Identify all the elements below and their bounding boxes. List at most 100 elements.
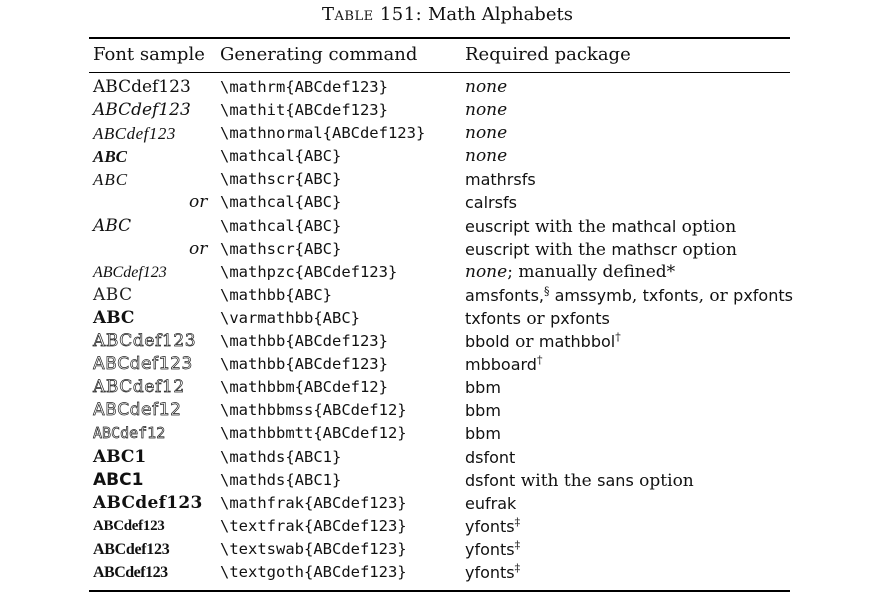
package-text: dsfont [465, 447, 516, 467]
package-text: option [676, 216, 737, 237]
required-package: mbboard† [465, 354, 542, 376]
required-package: mathrsfs [465, 169, 536, 191]
required-package: calrsfs [465, 192, 517, 214]
package-text: yfonts [465, 539, 515, 559]
font-sample: ABCdef12 [93, 424, 166, 443]
table-row: or \mathcal{ABC} calrsfs [0, 191, 895, 214]
generating-command: \mathds{ABC1} [220, 470, 342, 489]
package-text: bbold [465, 332, 510, 352]
table-row: ABCdef12 \mathbbmss{ABCdef12} bbm [0, 399, 895, 422]
table-row: or \mathscr{ABC} euscript with the maths… [0, 238, 895, 261]
table-row: ABCdef123 \textfrak{ABCdef123} yfonts‡ [0, 515, 895, 538]
required-package: none; manually defined* [465, 262, 675, 283]
generating-command: \mathscr{ABC} [220, 170, 342, 189]
table-row: ABCdef123 \mathbb{ABCdef123} bbold or ma… [0, 330, 895, 353]
package-text: or [520, 308, 551, 329]
package-text: yfonts [465, 516, 515, 536]
required-package: yfonts‡ [465, 539, 520, 561]
header-font-sample: Font sample [93, 44, 205, 65]
generating-command: \mathds{ABC1} [220, 447, 342, 466]
required-package: eufrak [465, 493, 516, 515]
required-package: yfonts‡ [465, 516, 520, 538]
top-rule [89, 37, 790, 39]
font-sample: ABCdef123 [93, 517, 165, 534]
or-label: or [189, 192, 208, 213]
font-sample: ABCdef12 [93, 400, 182, 421]
package-text: mathscr [611, 239, 677, 259]
package-text: sans [597, 470, 634, 490]
generating-command: \mathit{ABCdef123} [220, 101, 388, 120]
package-text: option [633, 470, 694, 491]
table-body: ABCdef123 \mathrm{ABCdef123} none ABCdef… [0, 76, 895, 584]
table-row: ABC \mathscr{ABC} mathrsfs [0, 168, 895, 191]
required-package: bbm [465, 423, 501, 445]
generating-command: \mathbb{ABC} [220, 285, 332, 304]
table-row: ABCdef123 \mathrm{ABCdef123} none [0, 76, 895, 99]
footnote-marker: ‡ [514, 561, 521, 575]
generating-command: \mathbbmtt{ABCdef12} [220, 424, 407, 443]
package-text: yfonts [465, 562, 515, 582]
table-row: ABC \mathcal{ABC} none [0, 145, 895, 168]
required-package: none [465, 100, 507, 121]
package-text: or [509, 332, 539, 353]
generating-command: \mathcal{ABC} [220, 193, 342, 212]
package-text: , or [698, 285, 734, 306]
required-package: dsfont [465, 447, 515, 469]
font-sample: ABCdef123 [93, 492, 203, 513]
font-sample: ABCdef123 [93, 100, 191, 121]
generating-command: \textgoth{ABCdef123} [220, 562, 407, 581]
required-package: dsfont with the sans option [465, 470, 694, 492]
package-text: none [465, 77, 508, 97]
table-row: ABCdef12 \mathbbm{ABCdef12} bbm [0, 376, 895, 399]
font-sample: ABCdef12 [93, 377, 185, 398]
generating-command: \textswab{ABCdef123} [220, 539, 407, 558]
required-package: amsfonts,§ amssymb, txfonts, or pxfonts [465, 285, 793, 307]
package-text: mathbbol [538, 332, 616, 352]
footnote-marker: † [615, 330, 621, 344]
required-package: euscript with the mathcal option [465, 216, 736, 238]
font-sample: ABCdef123 [93, 540, 170, 558]
font-sample: ABCdef123 [93, 563, 168, 581]
required-package: euscript with the mathscr option [465, 239, 737, 261]
generating-command: \varmathbb{ABC} [220, 308, 360, 327]
font-sample: ABCdef123 [93, 331, 197, 352]
required-package: txfonts or pxfonts [465, 308, 610, 330]
generating-command: \mathbb{ABCdef123} [220, 332, 388, 351]
package-text: eufrak [465, 493, 517, 513]
header-generating-command: Generating command [220, 44, 418, 65]
package-text: txfonts [465, 308, 521, 328]
table-row: ABCdef123 \mathit{ABCdef123} none [0, 99, 895, 122]
or-label: or [189, 238, 208, 259]
package-text: , [631, 285, 643, 306]
table-row: ABC1 \mathds{ABC1} dsfont with the sans … [0, 469, 895, 492]
generating-command: \mathnormal{ABCdef123} [220, 124, 426, 143]
footnote-marker: † [536, 353, 543, 367]
footnote-marker: § [543, 284, 550, 298]
package-text: ; manually defined* [507, 261, 676, 282]
package-text: none [465, 261, 508, 282]
generating-command: \mathrm{ABCdef123} [220, 78, 388, 96]
required-package: bbold or mathbbol† [465, 331, 621, 353]
font-sample: ABC [93, 284, 133, 305]
package-text: dsfont [465, 470, 516, 490]
required-package: none [465, 146, 507, 167]
package-text: mbboard [465, 355, 537, 375]
table-row: ABCdef123 \textswab{ABCdef123} yfonts‡ [0, 538, 895, 561]
footnote-marker: ‡ [514, 515, 521, 529]
generating-command: \mathcal{ABC} [220, 147, 342, 166]
table-row: ABCdef123 \mathfrak{ABCdef123} eufrak [0, 492, 895, 515]
table-row: ABCdef12 \mathbbmtt{ABCdef12} bbm [0, 422, 895, 445]
package-text: none [465, 123, 508, 144]
font-sample: ABCdef123 [93, 124, 176, 144]
package-text: bbm [465, 401, 501, 421]
package-text: with the [515, 470, 598, 491]
required-package: yfonts‡ [465, 562, 520, 584]
package-text: euscript [465, 216, 530, 236]
font-sample: ABC1 [93, 446, 147, 467]
generating-command: \mathpzc{ABCdef123} [220, 262, 398, 281]
table-row: ABCdef123 \textgoth{ABCdef123} yfonts‡ [0, 561, 895, 584]
generating-command: \mathbb{ABCdef123} [220, 355, 388, 374]
generating-command: \mathcal{ABC} [220, 216, 342, 235]
header-required-package: Required package [465, 44, 631, 65]
table-row: ABCdef123 \mathbb{ABCdef123} mbboard† [0, 353, 895, 376]
